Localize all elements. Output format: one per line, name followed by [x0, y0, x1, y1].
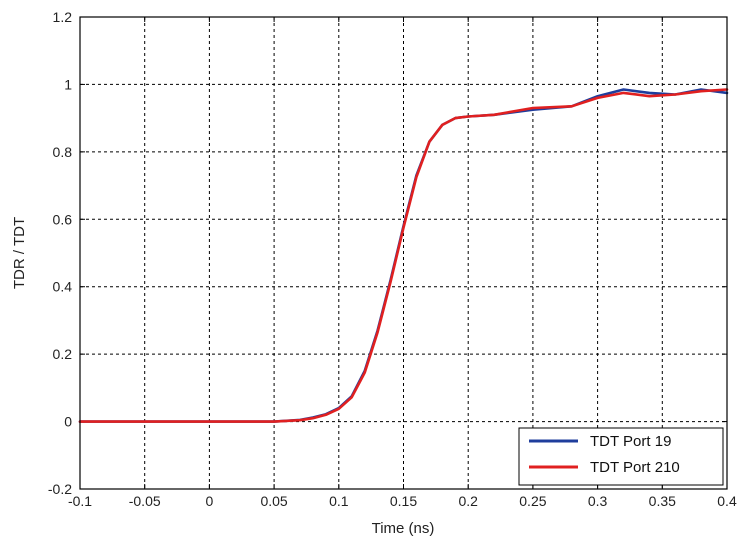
y-tick-label: 1 [64, 76, 72, 92]
y-tick-label: 0.2 [53, 346, 73, 362]
legend-box [518, 427, 724, 486]
x-tick-label: 0 [206, 493, 214, 509]
y-tick-label: 0.4 [53, 279, 73, 295]
y-axis-label: TDR / TDT [11, 217, 28, 289]
x-tick-label: 0.3 [588, 493, 608, 509]
y-tick-label: 0.8 [53, 144, 73, 160]
legend: TDT Port 19 TDT Port 210 [518, 427, 724, 486]
x-tick-label: -0.05 [129, 493, 161, 509]
x-tick-label: 0.1 [329, 493, 349, 509]
x-axis-label: Time (ns) [372, 520, 435, 537]
series-lines [78, 88, 729, 423]
x-tick-label: 0.25 [519, 493, 546, 509]
y-tick-label: 1.2 [53, 9, 73, 25]
series-line-tdt-port-210 [78, 88, 729, 423]
y-tick-label: 0 [64, 414, 72, 430]
y-axis-ticks: -0.2 0 0.2 0.4 0.6 0.8 1 1.2 [48, 9, 727, 497]
x-tick-label: 0.35 [649, 493, 676, 509]
x-tick-label: 0.4 [717, 493, 737, 509]
legend-label-port-19: TDT Port 19 [590, 433, 671, 450]
plot-frame [79, 16, 728, 490]
x-tick-label: -0.1 [68, 493, 92, 509]
y-tick-label: -0.2 [48, 481, 72, 497]
x-axis-ticks: -0.1 -0.05 0 0.05 0.1 0.15 0.2 0.25 0.3 0.35 0.4 [68, 17, 737, 509]
x-tick-label: 0.2 [458, 493, 478, 509]
x-tick-label: 0.15 [390, 493, 417, 509]
legend-label-port-210: TDT Port 210 [590, 459, 680, 476]
x-tick-label: 0.05 [260, 493, 287, 509]
y-tick-label: 0.6 [53, 211, 73, 227]
